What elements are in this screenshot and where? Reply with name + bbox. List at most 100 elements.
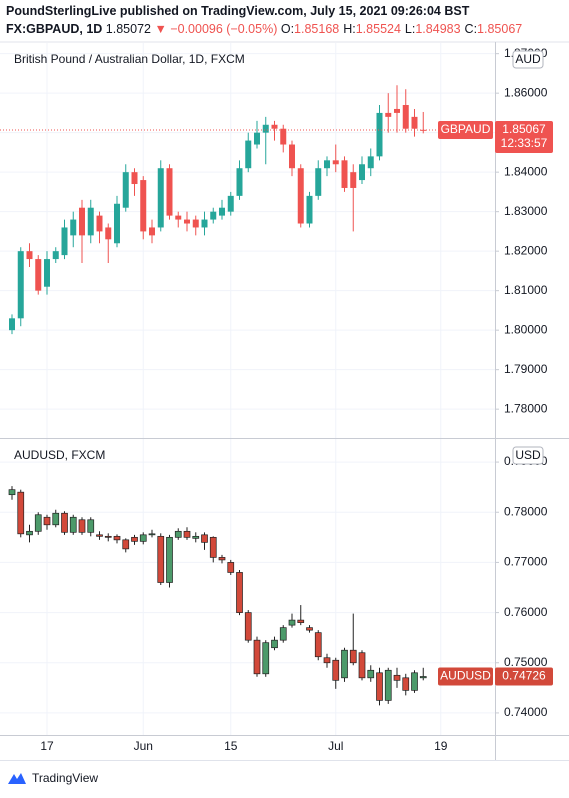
candle-body xyxy=(262,642,270,675)
candle-body xyxy=(17,251,24,319)
candle-body xyxy=(122,539,130,550)
candle-body xyxy=(105,227,112,240)
candle-body xyxy=(113,535,121,541)
candle-body xyxy=(402,677,410,691)
pane-title: AUDUSD, FXCM xyxy=(14,448,105,462)
candle-body xyxy=(210,211,217,220)
y-tick-label: 1.80000 xyxy=(504,322,548,336)
candle-body xyxy=(271,124,278,129)
unit-box xyxy=(512,446,544,465)
candle-body xyxy=(315,168,322,196)
candle-body xyxy=(262,124,269,133)
tv-logo xyxy=(8,773,26,784)
ohlc-value: 1.85168 xyxy=(294,22,339,36)
published: PoundSterlingLive published on TradingVi… xyxy=(6,4,470,18)
ohlc-label: H: xyxy=(343,22,356,36)
published-line: PoundSterlingLive published on TradingVi… xyxy=(6,4,470,18)
candle-body xyxy=(236,168,243,196)
symbol-tag-label: AUDUSD xyxy=(440,669,491,683)
y-tick-label: 1.83000 xyxy=(504,204,548,218)
candle-body xyxy=(78,519,86,533)
candle-body xyxy=(402,105,409,129)
ohlc-value: 1.85067 xyxy=(477,22,522,36)
symbol-tag xyxy=(438,121,493,140)
candle-body xyxy=(183,530,191,538)
candle-body xyxy=(192,219,199,228)
candle-body xyxy=(411,116,418,129)
symbol: FX:GBPAUD, 1D xyxy=(6,22,102,36)
unit-label: USD xyxy=(515,448,541,462)
candle-body xyxy=(376,112,383,157)
candle-body xyxy=(8,489,16,496)
y-tick-label: 1.79000 xyxy=(504,362,548,376)
candle-body xyxy=(271,639,278,649)
candle-body xyxy=(236,572,243,613)
candle-body xyxy=(139,534,147,542)
last: 1.85072 xyxy=(106,22,151,36)
candle-body xyxy=(35,259,42,291)
ohlc-value: 1.85524 xyxy=(356,22,401,36)
candle-body xyxy=(52,512,60,526)
candle-body xyxy=(44,259,50,287)
candle-body xyxy=(140,180,147,232)
candle-body xyxy=(79,207,85,236)
candle-body xyxy=(279,627,287,641)
candle-body xyxy=(244,612,252,641)
candle-body xyxy=(253,639,261,675)
candle-body xyxy=(323,657,331,664)
candle-body xyxy=(297,168,304,224)
candle-body xyxy=(149,227,155,236)
candle-body xyxy=(341,160,348,188)
candle-body xyxy=(184,219,190,224)
price-tag-label: 1.85067 xyxy=(502,122,546,136)
candle-body xyxy=(157,168,164,228)
candle-body xyxy=(26,251,33,260)
candle-body xyxy=(280,128,287,145)
candle-body xyxy=(52,251,59,260)
candle-body xyxy=(114,203,120,244)
candle-body xyxy=(394,108,400,113)
y-tick-label: 0.74000 xyxy=(504,705,548,719)
candle-body xyxy=(87,519,95,533)
unit-box xyxy=(512,50,544,69)
candle-body xyxy=(96,534,103,537)
candle-body xyxy=(341,649,348,679)
ohlc-label: O: xyxy=(281,22,294,36)
y-tick-label: 0.77000 xyxy=(504,555,548,569)
y-tick-label: 0.75000 xyxy=(504,655,548,669)
candle-body xyxy=(288,619,296,626)
candle-body xyxy=(9,318,15,331)
change: −0.00096 (−0.05%) xyxy=(170,22,277,36)
candle-body xyxy=(157,535,165,583)
x-tick-label: 19 xyxy=(434,739,448,753)
candle-body xyxy=(385,112,392,117)
candle-body xyxy=(104,535,112,538)
candle-body xyxy=(419,676,427,679)
candle-body xyxy=(148,533,156,536)
candle-body xyxy=(227,195,234,212)
candle-body xyxy=(219,207,225,216)
y-tick-label: 1.81000 xyxy=(504,283,548,297)
candle-body xyxy=(324,160,330,169)
candle-body xyxy=(306,195,313,224)
arrow: ▼ xyxy=(154,22,166,36)
ohlc-label: L: xyxy=(405,22,415,36)
candle-body xyxy=(367,669,375,679)
candle-body xyxy=(393,674,401,681)
price-tag xyxy=(495,667,553,686)
candle-body xyxy=(209,536,217,558)
candle-body xyxy=(34,514,42,532)
candle-body xyxy=(254,132,260,145)
candle-body xyxy=(289,144,295,169)
candle-body xyxy=(350,172,357,188)
pane-title: British Pound / Australian Dollar, 1D, F… xyxy=(14,52,245,66)
candle-body xyxy=(201,219,208,228)
x-tick-label: Jul xyxy=(328,739,343,753)
candle-body xyxy=(367,156,374,169)
candle-body xyxy=(166,168,173,216)
y-tick-label: 1.86000 xyxy=(504,85,548,99)
y-tick-label: 0.78000 xyxy=(504,504,548,518)
candle-body xyxy=(376,672,383,701)
candle-body xyxy=(174,530,182,538)
